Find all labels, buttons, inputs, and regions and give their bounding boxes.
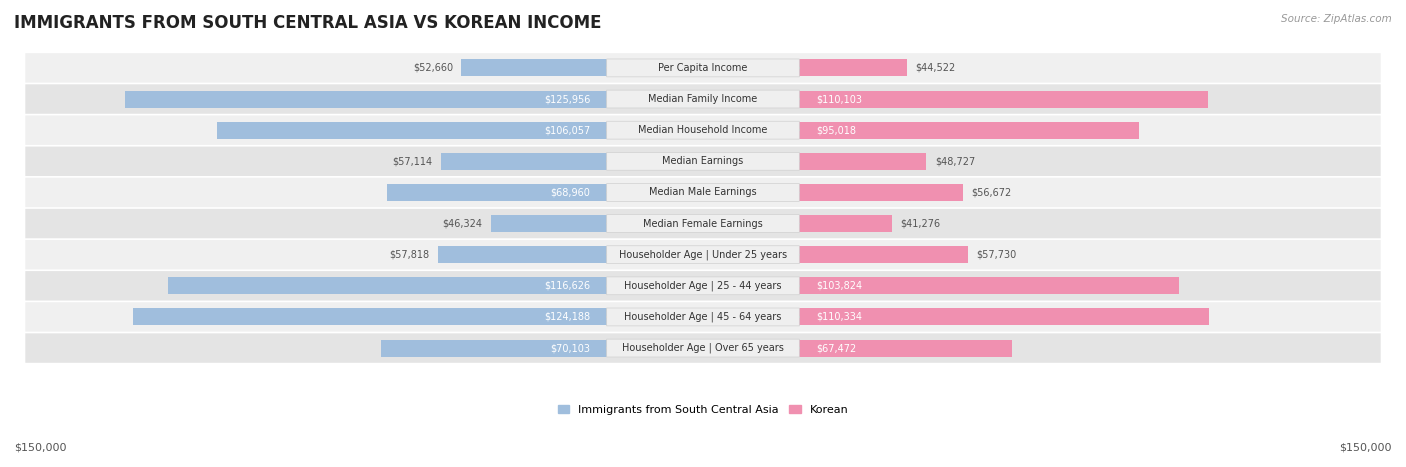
Bar (125, 91, 703, 107)
Text: $68,960: $68,960 (550, 187, 591, 198)
FancyBboxPatch shape (606, 277, 800, 295)
Bar (703, 340, 1012, 356)
Bar (703, 153, 927, 170)
Bar (491, 215, 703, 232)
FancyBboxPatch shape (25, 115, 1381, 145)
Bar (703, 309, 1209, 325)
FancyBboxPatch shape (25, 333, 1381, 363)
Bar (134, 309, 703, 325)
FancyBboxPatch shape (606, 339, 800, 357)
Text: IMMIGRANTS FROM SOUTH CENTRAL ASIA VS KOREAN INCOME: IMMIGRANTS FROM SOUTH CENTRAL ASIA VS KO… (14, 14, 602, 32)
Text: $48,727: $48,727 (935, 156, 974, 166)
Bar (381, 340, 703, 356)
Bar (703, 246, 967, 263)
Text: $103,824: $103,824 (815, 281, 862, 291)
FancyBboxPatch shape (606, 59, 800, 77)
Text: $116,626: $116,626 (544, 281, 591, 291)
Bar (703, 122, 1139, 139)
Text: Median Male Earnings: Median Male Earnings (650, 187, 756, 198)
FancyBboxPatch shape (606, 308, 800, 326)
FancyBboxPatch shape (606, 121, 800, 139)
Text: $67,472: $67,472 (815, 343, 856, 353)
FancyBboxPatch shape (25, 85, 1381, 114)
Bar (387, 184, 703, 201)
FancyBboxPatch shape (25, 147, 1381, 176)
Bar (703, 91, 1208, 107)
Bar (217, 122, 703, 139)
Bar (703, 59, 907, 77)
Text: Median Family Income: Median Family Income (648, 94, 758, 104)
Bar (169, 277, 703, 294)
Text: $150,000: $150,000 (14, 443, 66, 453)
Text: Per Capita Income: Per Capita Income (658, 63, 748, 73)
Text: Median Female Earnings: Median Female Earnings (643, 219, 763, 228)
Text: $57,730: $57,730 (976, 250, 1017, 260)
Bar (703, 277, 1180, 294)
Text: $46,324: $46,324 (443, 219, 482, 228)
Bar (441, 153, 703, 170)
Bar (461, 59, 703, 77)
FancyBboxPatch shape (25, 53, 1381, 83)
Text: $110,334: $110,334 (815, 312, 862, 322)
FancyBboxPatch shape (25, 302, 1381, 332)
Text: $44,522: $44,522 (915, 63, 956, 73)
Text: Median Earnings: Median Earnings (662, 156, 744, 166)
FancyBboxPatch shape (606, 246, 800, 263)
FancyBboxPatch shape (606, 90, 800, 108)
Text: $125,956: $125,956 (544, 94, 591, 104)
Text: Householder Age | 25 - 44 years: Householder Age | 25 - 44 years (624, 281, 782, 291)
Text: Source: ZipAtlas.com: Source: ZipAtlas.com (1281, 14, 1392, 24)
Text: $52,660: $52,660 (413, 63, 453, 73)
FancyBboxPatch shape (25, 209, 1381, 238)
Text: Householder Age | 45 - 64 years: Householder Age | 45 - 64 years (624, 311, 782, 322)
Text: $106,057: $106,057 (544, 125, 591, 135)
Legend: Immigrants from South Central Asia, Korean: Immigrants from South Central Asia, Kore… (554, 400, 852, 419)
FancyBboxPatch shape (25, 240, 1381, 269)
Bar (703, 215, 893, 232)
Text: $70,103: $70,103 (550, 343, 591, 353)
Text: $56,672: $56,672 (972, 187, 1011, 198)
FancyBboxPatch shape (25, 271, 1381, 301)
Text: $57,114: $57,114 (392, 156, 433, 166)
FancyBboxPatch shape (606, 215, 800, 233)
Text: $124,188: $124,188 (544, 312, 591, 322)
Text: Householder Age | Under 25 years: Householder Age | Under 25 years (619, 249, 787, 260)
FancyBboxPatch shape (606, 184, 800, 201)
FancyBboxPatch shape (606, 152, 800, 170)
Text: $95,018: $95,018 (815, 125, 856, 135)
Bar (703, 184, 963, 201)
FancyBboxPatch shape (25, 178, 1381, 207)
Text: $41,276: $41,276 (901, 219, 941, 228)
Text: $57,818: $57,818 (389, 250, 430, 260)
Text: $110,103: $110,103 (815, 94, 862, 104)
Text: Householder Age | Over 65 years: Householder Age | Over 65 years (621, 343, 785, 354)
Bar (437, 246, 703, 263)
Text: Median Household Income: Median Household Income (638, 125, 768, 135)
Text: $150,000: $150,000 (1340, 443, 1392, 453)
